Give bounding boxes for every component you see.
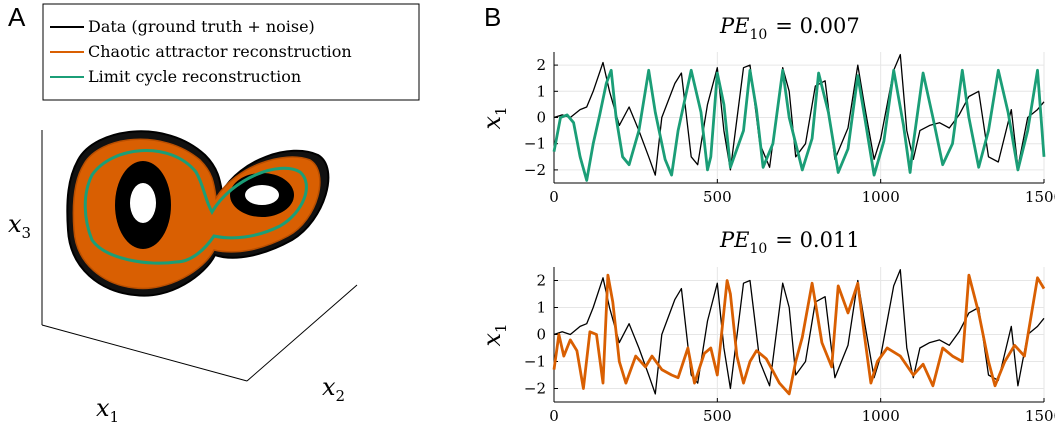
attractor-plot — [66, 130, 330, 297]
bottom-plot-title: PE10 = 0.011 — [719, 228, 860, 257]
top-y-tick-label: −2 — [524, 161, 546, 179]
limit-cycle-reconstruction — [83, 149, 308, 265]
bottom-data-series — [553, 269, 1045, 395]
left-lobe-center — [130, 183, 156, 223]
top-y-tick-label: 2 — [536, 56, 546, 74]
legend: Data (ground truth + noise) Chaotic attr… — [42, 3, 420, 101]
legend-label-chaotic: Chaotic attractor reconstruction — [88, 42, 352, 61]
bottom-y-tick-label: 2 — [536, 272, 546, 290]
x-axis-label: x1 — [96, 394, 119, 426]
top-y-tick-label: 1 — [536, 82, 546, 100]
panel-b-letter: B — [484, 2, 501, 32]
legend-label-data: Data (ground truth + noise) — [88, 17, 315, 36]
top-reconstruction-series — [552, 68, 1046, 182]
top-y-tick-label: −1 — [524, 135, 546, 153]
bottom-reconstruction-series — [552, 273, 1046, 396]
bottom-x-tick-label: 1500 — [1025, 407, 1055, 425]
top-data-series — [553, 53, 1045, 176]
top-y-axis-label: x1 — [478, 106, 510, 129]
x-axis-line — [41, 324, 248, 382]
panel-a-letter: A — [8, 2, 26, 32]
z-axis-label: x3 — [8, 210, 31, 242]
bottom-x-tick-label: 0 — [549, 407, 559, 425]
top-timeseries-plot: 0 500 1000 1500 2 1 0 −1 −2 — [524, 52, 1055, 206]
bottom-y-tick-label: 0 — [536, 326, 546, 344]
top-x-tick-label: 1500 — [1025, 188, 1055, 206]
bottom-y-tick-label: −2 — [524, 380, 546, 398]
attractor-3d-axes — [41, 130, 358, 382]
bottom-timeseries-plot: 0 500 1000 1500 2 1 0 −1 −2 — [524, 267, 1055, 425]
bottom-y-axis-label: x1 — [478, 323, 510, 346]
top-x-tick-label: 1000 — [862, 188, 900, 206]
top-x-tick-label: 500 — [703, 188, 732, 206]
right-lobe-center — [245, 185, 279, 205]
top-plot-title: PE10 = 0.007 — [719, 14, 860, 43]
bottom-x-tick-label: 1000 — [862, 407, 900, 425]
legend-box — [42, 3, 420, 101]
chaotic-reconstruction — [72, 138, 321, 290]
top-x-tick-label: 0 — [549, 188, 559, 206]
bottom-y-tick-label: −1 — [524, 353, 546, 371]
legend-label-limit-cycle: Limit cycle reconstruction — [88, 67, 301, 86]
y-axis-label: x2 — [322, 373, 345, 405]
bottom-y-tick-label: 1 — [536, 299, 546, 317]
bottom-x-tick-label: 500 — [703, 407, 732, 425]
top-y-tick-label: 0 — [536, 109, 546, 127]
y-axis-line — [246, 284, 358, 382]
